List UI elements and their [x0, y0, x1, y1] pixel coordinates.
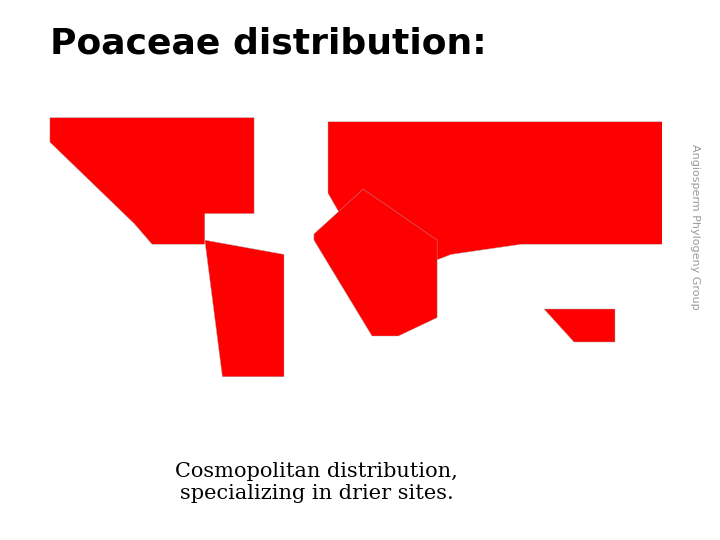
Text: Angiosperm Phylogeny Group: Angiosperm Phylogeny Group [690, 144, 700, 309]
Polygon shape [50, 118, 254, 244]
Polygon shape [544, 309, 615, 342]
Polygon shape [328, 122, 662, 275]
Polygon shape [204, 240, 284, 377]
Polygon shape [314, 189, 437, 336]
Text: Cosmopolitan distribution,
specializing in drier sites.: Cosmopolitan distribution, specializing … [176, 462, 458, 503]
Text: Poaceae distribution:: Poaceae distribution: [50, 27, 487, 61]
